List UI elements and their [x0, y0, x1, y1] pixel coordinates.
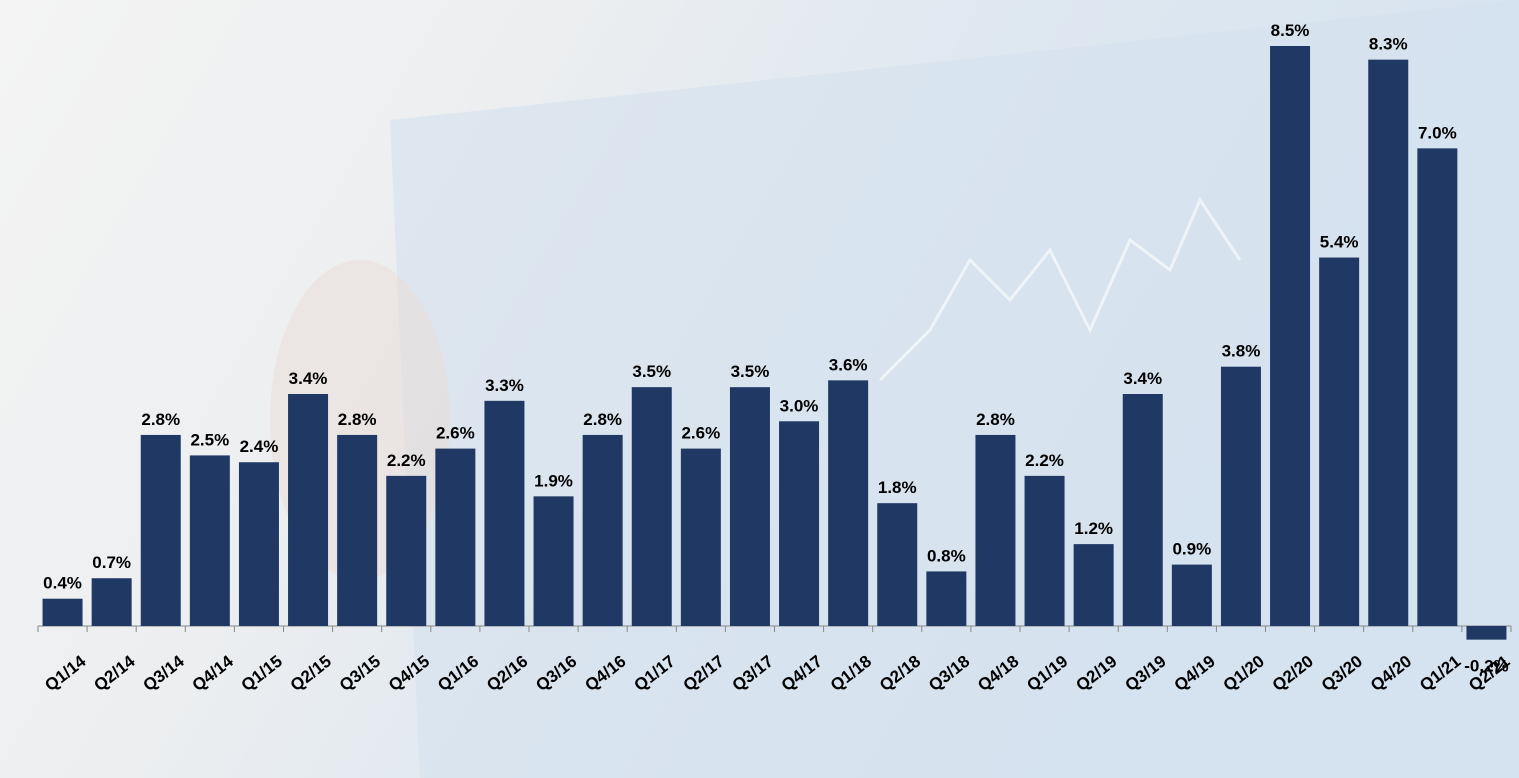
- data-label: 3.5%: [632, 362, 671, 381]
- data-label: 1.8%: [878, 478, 917, 497]
- data-label: 3.4%: [1123, 369, 1162, 388]
- data-label: 0.8%: [927, 546, 966, 565]
- data-label: 3.4%: [289, 369, 328, 388]
- background-line: [878, 196, 1242, 382]
- data-label: 0.4%: [43, 574, 82, 593]
- data-label: 0.7%: [92, 553, 131, 572]
- bar: [533, 496, 574, 626]
- bar: [1171, 564, 1212, 626]
- bar: [140, 434, 181, 626]
- data-label: 3.5%: [731, 362, 770, 381]
- data-label: 2.8%: [141, 410, 180, 429]
- bar: [238, 462, 279, 626]
- data-label: 3.8%: [1222, 342, 1261, 361]
- data-label: 1.9%: [534, 471, 573, 490]
- bar: [91, 578, 132, 626]
- data-label: 2.8%: [338, 410, 377, 429]
- bar: [1270, 46, 1311, 626]
- bar: [484, 400, 525, 626]
- bar: [828, 380, 869, 626]
- bar: [337, 434, 378, 626]
- data-label: 2.2%: [387, 451, 426, 470]
- bar: [729, 387, 770, 626]
- bar: [1417, 148, 1458, 626]
- data-label: 3.0%: [780, 396, 819, 415]
- bar: [582, 434, 623, 626]
- bar: [1220, 366, 1261, 626]
- bar: [926, 571, 967, 626]
- data-label: 2.8%: [976, 410, 1015, 429]
- data-label: 2.6%: [436, 424, 475, 443]
- data-label: 3.3%: [485, 376, 524, 395]
- data-label: 2.6%: [681, 424, 720, 443]
- data-label: 2.8%: [583, 410, 622, 429]
- bar: [1319, 257, 1360, 626]
- data-label: -0.2%: [1464, 657, 1508, 676]
- bar: [42, 598, 83, 626]
- bar: [1024, 475, 1065, 626]
- data-label: 1.2%: [1074, 519, 1113, 538]
- data-label: 2.5%: [190, 430, 229, 449]
- bar: [877, 503, 918, 626]
- bar: [631, 387, 672, 626]
- data-label: 0.9%: [1172, 540, 1211, 559]
- bar: [680, 448, 721, 626]
- data-label: 8.5%: [1271, 21, 1310, 40]
- bar: [779, 421, 820, 626]
- data-label: 3.6%: [829, 355, 868, 374]
- data-label: 8.3%: [1369, 35, 1408, 54]
- bar: [975, 434, 1016, 626]
- bar: [189, 455, 230, 626]
- bar: [288, 394, 329, 626]
- bar: [386, 475, 427, 626]
- data-label: 2.4%: [240, 437, 279, 456]
- data-label: 7.0%: [1418, 123, 1457, 142]
- bar: [435, 448, 476, 626]
- data-label: 2.2%: [1025, 451, 1064, 470]
- bar: [1122, 394, 1163, 626]
- bar: [1466, 626, 1507, 640]
- data-label: 5.4%: [1320, 233, 1359, 252]
- bar: [1368, 59, 1409, 627]
- bar: [1073, 544, 1114, 626]
